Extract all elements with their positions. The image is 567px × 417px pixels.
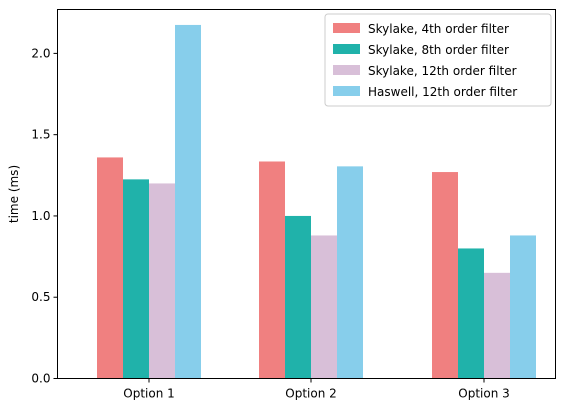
x-tick-label: Option 1 bbox=[123, 387, 175, 401]
legend-swatch-4 bbox=[333, 86, 360, 96]
y-axis: 0.0 0.5 1.0 1.5 2.0 bbox=[31, 46, 58, 386]
x-tick-label: Option 2 bbox=[285, 387, 337, 401]
bar-2-1 bbox=[123, 179, 149, 379]
x-axis: Option 1 Option 2 Option 3 bbox=[123, 378, 510, 401]
bar-3-3 bbox=[484, 272, 510, 379]
legend-swatch-1 bbox=[333, 23, 360, 33]
legend: Skylake, 4th order filter Skylake, 8th or… bbox=[324, 13, 552, 107]
bar-2-2 bbox=[285, 215, 311, 379]
bar-3-1 bbox=[149, 183, 175, 379]
bar-1-2 bbox=[259, 161, 285, 379]
y-tick-label: 1.5 bbox=[31, 128, 50, 142]
bar-4-2 bbox=[337, 166, 363, 379]
bar-4-1 bbox=[175, 24, 201, 379]
y-tick-label: 0.0 bbox=[31, 372, 50, 386]
legend-box bbox=[324, 13, 552, 107]
bars-layer bbox=[97, 24, 536, 379]
plot-frame bbox=[57, 9, 556, 379]
legend-label-1: Skylake, 4th order filter bbox=[368, 22, 509, 36]
y-tick-label: 2.0 bbox=[31, 46, 50, 60]
bar-4-3 bbox=[510, 235, 536, 379]
x-tick-label: Option 3 bbox=[458, 387, 510, 401]
bar-1-1 bbox=[97, 157, 123, 379]
legend-label-4: Haswell, 12th order filter bbox=[368, 85, 517, 99]
y-tick-label: 0.5 bbox=[31, 290, 50, 304]
legend-swatch-3 bbox=[333, 65, 360, 75]
bar-3-2 bbox=[311, 235, 337, 379]
legend-label-3: Skylake, 12th order filter bbox=[368, 64, 517, 78]
bar-1-3 bbox=[432, 172, 458, 379]
legend-swatch-2 bbox=[333, 44, 360, 54]
y-tick-label: 1.0 bbox=[31, 209, 50, 223]
legend-label-2: Skylake, 8th order filter bbox=[368, 43, 509, 57]
y-axis-label: time (ms) bbox=[7, 165, 21, 223]
bar-2-3 bbox=[458, 248, 484, 379]
